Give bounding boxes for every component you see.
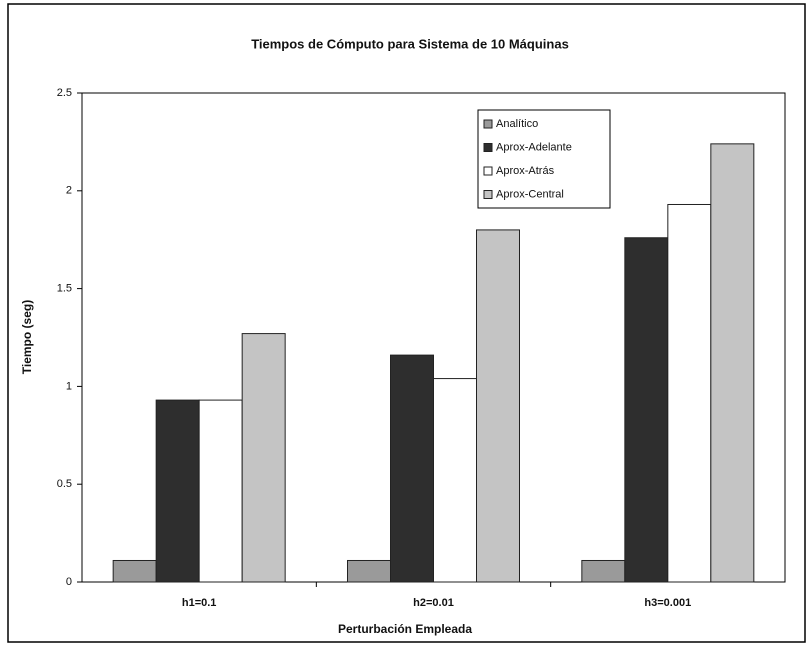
legend-label: Aprox-Adelante [496,141,572,153]
bar [390,354,434,583]
x-tick-label: h2=0.01 [413,597,454,609]
legend-swatch [483,166,493,176]
y-tick-label: 2 [66,185,72,197]
x-axis-label: Perturbación Empleada [338,622,472,636]
bar [433,378,477,583]
legend-label: Analítico [496,118,538,130]
bar [710,143,755,583]
y-tick-label: 1.5 [57,283,72,295]
bar [667,203,712,583]
bar [198,399,243,583]
bar [347,559,391,583]
bar [112,559,157,583]
y-axis-label: Tiempo (seg) [20,300,34,374]
y-tick-label: 0 [66,576,72,588]
x-tick-label: h3=0.001 [644,597,691,609]
y-tick-label: 1 [66,380,72,392]
legend-swatch [483,190,493,199]
chart-title: Tiempos de Cómputo para Sistema de 10 Má… [251,36,569,51]
bar [624,237,669,583]
bar [476,229,520,583]
bar [155,399,200,583]
bar [581,559,626,583]
x-tick-label: h1=0.1 [182,597,217,609]
legend-swatch [483,119,493,129]
bar [241,333,286,583]
legend-swatch [483,143,493,152]
legend-box [477,109,611,209]
legend-label: Aprox-Atrás [496,165,555,177]
y-tick-label: 2.5 [57,87,72,99]
legend-label: Aprox-Central [496,188,564,200]
y-tick-label: 0.5 [57,478,72,490]
